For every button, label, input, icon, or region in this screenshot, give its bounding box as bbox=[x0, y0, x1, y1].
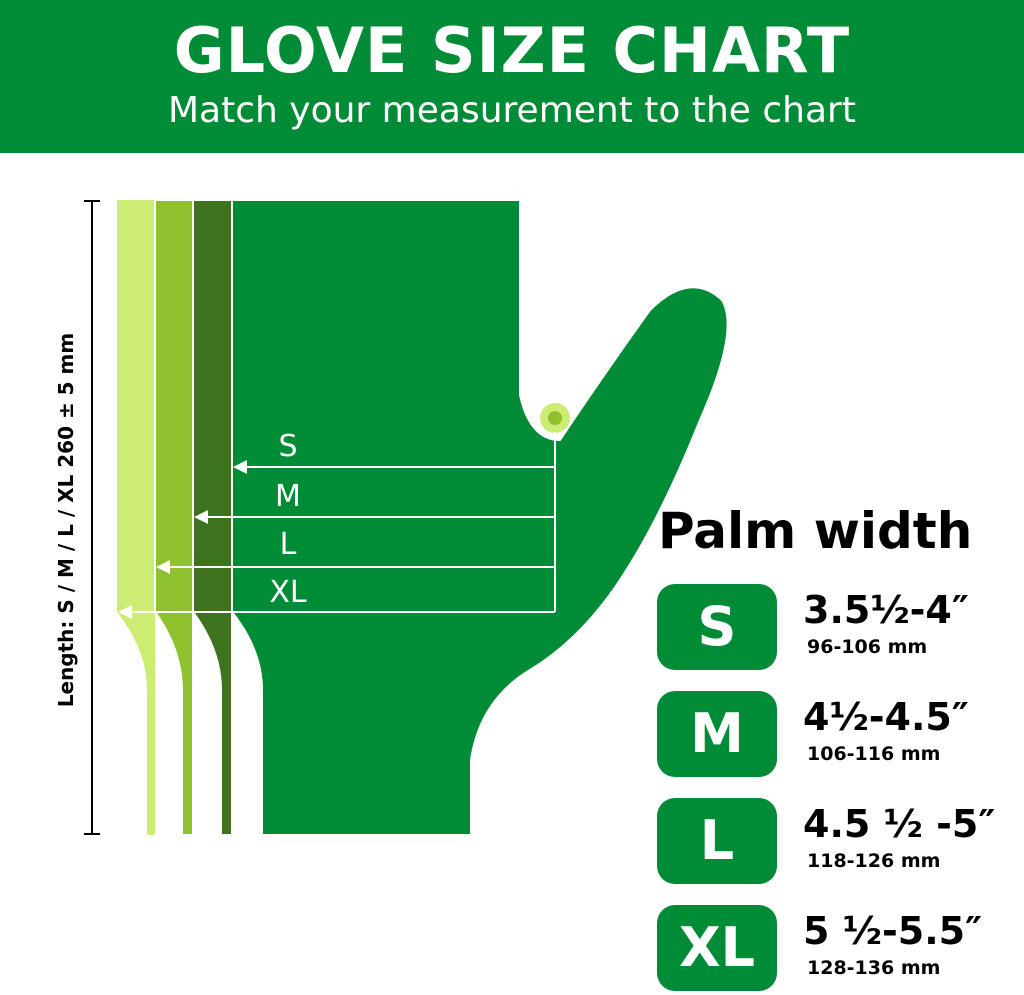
size-label-l: L bbox=[280, 527, 297, 562]
size-badge-xl: XL bbox=[657, 905, 777, 991]
thumb-marker bbox=[540, 403, 570, 433]
size-mm-l: 118-126 mm bbox=[807, 850, 941, 872]
page-title: GLOVE SIZE CHART bbox=[173, 14, 851, 87]
size-badge-l: L bbox=[657, 798, 777, 884]
arrow-l bbox=[156, 560, 170, 574]
size-mm-s: 96-106 mm bbox=[807, 636, 928, 658]
length-label: Length: S / M / L / XL 260 ± 5 mm bbox=[54, 332, 78, 708]
size-badge-s: S bbox=[657, 584, 777, 670]
size-badge-m: M bbox=[657, 691, 777, 777]
length-ruler bbox=[84, 200, 100, 835]
arrow-s bbox=[233, 460, 247, 474]
size-inches-m: 4½-4.5″ bbox=[803, 695, 969, 739]
size-inches-s: 3.5½-4″ bbox=[803, 588, 969, 632]
header: GLOVE SIZE CHART Match your measurement … bbox=[0, 0, 1024, 153]
measure-lines bbox=[121, 432, 556, 613]
size-inches-l: 4.5 ½ -5″ bbox=[803, 802, 996, 846]
palm-width-title: Palm width bbox=[658, 502, 973, 560]
glove-band-l bbox=[154, 199, 194, 836]
size-inches-xl: 5 ½-5.5″ bbox=[803, 909, 983, 953]
size-label-xl: XL bbox=[269, 575, 307, 610]
size-label-m: M bbox=[275, 479, 301, 514]
size-mm-m: 106-116 mm bbox=[807, 743, 941, 765]
size-mm-xl: 128-136 mm bbox=[807, 957, 941, 979]
arrowheads bbox=[118, 460, 247, 619]
size-label-s: S bbox=[278, 429, 297, 464]
arrow-xl bbox=[118, 605, 132, 619]
arrow-m bbox=[194, 510, 208, 524]
page-subtitle: Match your measurement to the chart bbox=[168, 90, 856, 131]
glove-band-xl bbox=[117, 200, 155, 835]
